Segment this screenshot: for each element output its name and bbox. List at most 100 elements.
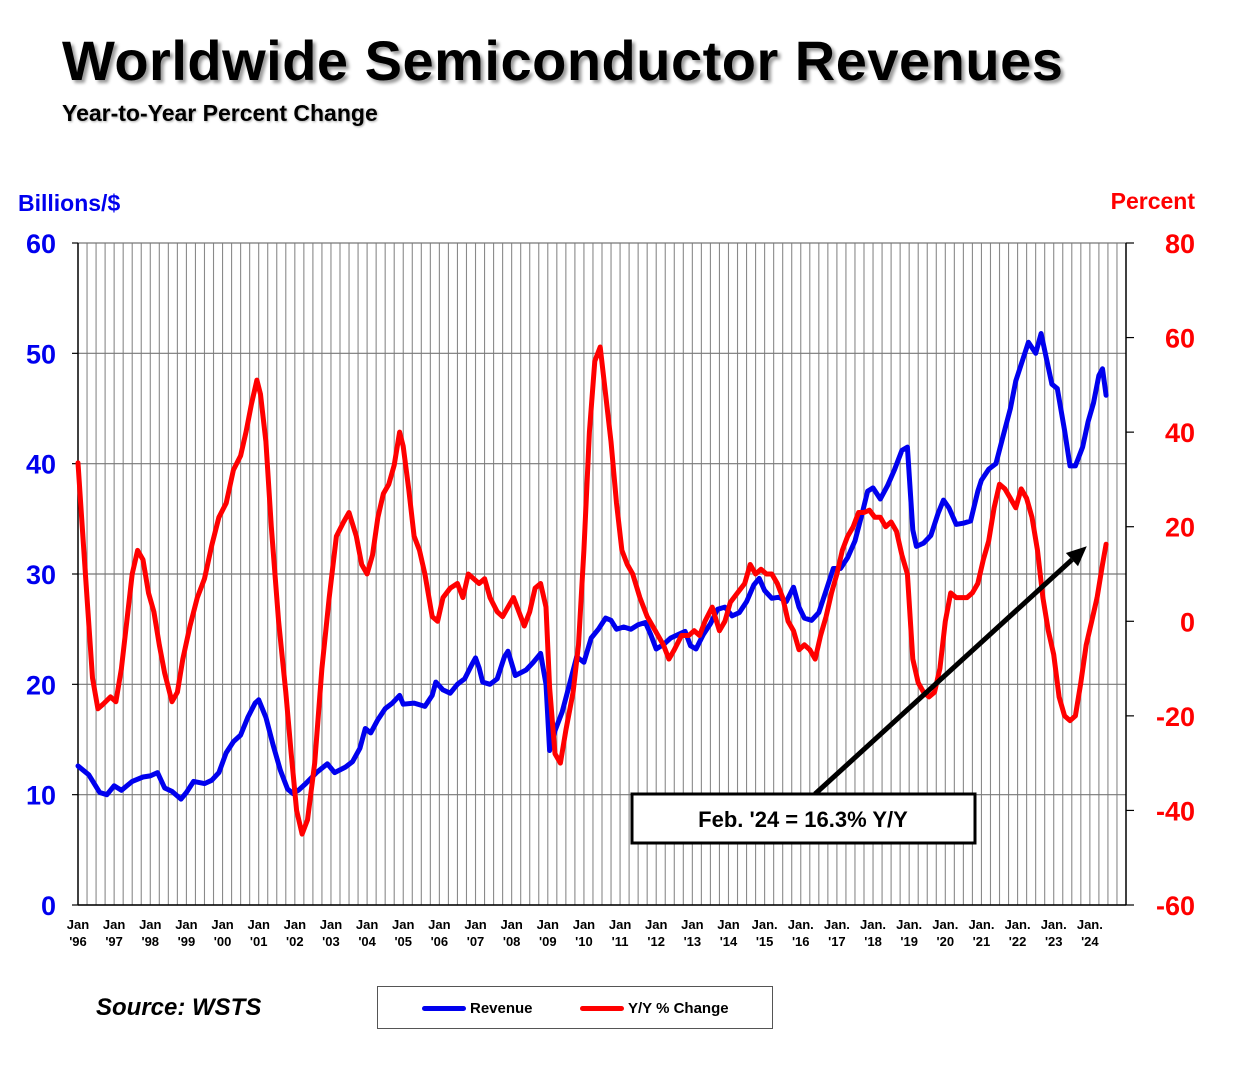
x-tick-month: Jan: [67, 917, 89, 932]
x-tick-year: '01: [250, 934, 268, 949]
x-tick-label: Jan. '15: [752, 917, 778, 949]
x-tick-year: '09: [539, 934, 557, 949]
legend-swatch-yoy: [580, 1005, 624, 1011]
x-tick-month: Jan.: [932, 917, 958, 932]
legend-label-yoy: Y/Y % Change: [628, 999, 729, 1017]
legend-item-yoy: Y/Y % Change: [580, 999, 729, 1017]
x-tick-year: '21: [973, 934, 991, 949]
x-tick-year: '99: [178, 934, 196, 949]
x-tick-month: Jan: [681, 917, 703, 932]
x-tick-month: Jan.: [824, 917, 850, 932]
x-tick-label: Jan '96: [67, 917, 89, 949]
x-tick-year: '19: [900, 934, 918, 949]
left-tick-label: 60: [26, 229, 56, 259]
x-tick-year: '06: [431, 934, 449, 949]
legend-label-revenue: Revenue: [470, 999, 533, 1017]
x-tick-label: Jan. '23: [1041, 917, 1067, 949]
source-note: Source: WSTS: [96, 994, 262, 1021]
x-tick-year: '12: [647, 934, 665, 949]
x-tick-label: Jan '02: [284, 917, 306, 949]
x-tick-year: '10: [575, 934, 593, 949]
right-tick-label: 80: [1165, 229, 1195, 259]
right-tick-label: -40: [1156, 796, 1195, 826]
x-tick-year: '04: [358, 934, 376, 949]
x-tick-label: Jan. '20: [932, 917, 958, 949]
x-tick-year: '23: [1045, 934, 1063, 949]
x-tick-label: Jan '10: [573, 917, 595, 949]
x-tick-year: '03: [322, 934, 340, 949]
x-tick-month: Jan: [428, 917, 450, 932]
left-tick-label: 40: [26, 450, 56, 480]
x-tick-year: '98: [141, 934, 159, 949]
x-tick-label: Jan '04: [356, 917, 378, 949]
x-tick-label: Jan '03: [320, 917, 342, 949]
x-tick-month: Jan.: [1041, 917, 1067, 932]
x-tick-month: Jan: [139, 917, 161, 932]
x-tick-year: '16: [792, 934, 810, 949]
x-tick-month: Jan: [211, 917, 233, 932]
x-tick-month: Jan: [500, 917, 522, 932]
series-layer: [75, 331, 1109, 837]
x-tick-month: Jan.: [968, 917, 994, 932]
x-tick-month: Jan: [392, 917, 414, 932]
x-tick-month: Jan: [537, 917, 559, 932]
x-tick-label: Jan '08: [500, 917, 522, 949]
x-tick-month: Jan: [103, 917, 125, 932]
x-tick-label: Jan. '24: [1077, 917, 1103, 949]
x-tick-label: Jan '05: [392, 917, 414, 949]
x-tick-month: Jan: [284, 917, 306, 932]
x-tick-month: Jan: [717, 917, 739, 932]
annotation-arrow-head: [1065, 546, 1087, 567]
series-line-yoy-change: [75, 344, 1109, 837]
x-tick-month: Jan.: [788, 917, 814, 932]
x-tick-year: '14: [720, 934, 738, 949]
x-tick-year: '07: [467, 934, 485, 949]
right-tick-label: 60: [1165, 324, 1195, 354]
left-tick-label: 20: [26, 670, 56, 700]
x-tick-year: '22: [1009, 934, 1027, 949]
right-tick-label: -60: [1156, 891, 1195, 921]
x-tick-year: '18: [864, 934, 882, 949]
x-tick-label: Jan '07: [464, 917, 486, 949]
x-axis-ticks: Jan '96 Jan '97 Jan '98 Jan '99 Jan '00 Jan '01 Jan '…: [67, 917, 1103, 949]
x-tick-label: Jan '12: [645, 917, 667, 949]
x-tick-label: Jan. '18: [860, 917, 886, 949]
x-tick-month: Jan: [464, 917, 486, 932]
x-tick-year: '00: [214, 934, 232, 949]
x-tick-year: '20: [937, 934, 955, 949]
x-tick-year: '11: [612, 934, 629, 949]
x-tick-year: '96: [69, 934, 87, 949]
x-tick-month: Jan.: [752, 917, 778, 932]
right-axis-label: Percent: [1111, 188, 1196, 214]
x-tick-month: Jan.: [860, 917, 886, 932]
x-tick-label: Jan '11: [609, 917, 631, 949]
left-tick-label: 10: [26, 781, 56, 811]
left-axis-label: Billions/$: [18, 190, 120, 216]
annotation-layer: Feb. '24 = 16.3% Y/Y: [630, 546, 1087, 845]
x-tick-label: Jan. '17: [824, 917, 850, 949]
x-tick-label: Jan. '19: [896, 917, 922, 949]
x-tick-year: '97: [105, 934, 123, 949]
chart-subtitle: Year-to-Year Percent Change: [62, 100, 378, 126]
x-tick-month: Jan.: [1005, 917, 1031, 932]
legend-item-revenue: Revenue: [422, 999, 533, 1017]
x-tick-month: Jan: [247, 917, 269, 932]
x-tick-year: '17: [828, 934, 846, 949]
left-axis-ticks: 0 10 20 30 40 50 60: [26, 229, 78, 921]
x-tick-year: '02: [286, 934, 304, 949]
left-tick-label: 30: [26, 560, 56, 590]
x-tick-year: '08: [503, 934, 521, 949]
annotation-text: Feb. '24 = 16.3% Y/Y: [698, 807, 908, 832]
series-line-revenue: [75, 331, 1109, 802]
annotation-box: [630, 792, 977, 845]
x-tick-label: Jan '00: [211, 917, 233, 949]
x-tick-label: Jan '99: [175, 917, 197, 949]
left-tick-label: 50: [26, 339, 56, 369]
x-tick-label: Jan. '16: [788, 917, 814, 949]
x-tick-label: Jan '09: [537, 917, 559, 949]
x-tick-label: Jan '01: [247, 917, 269, 949]
left-tick-label: 0: [41, 891, 56, 921]
right-tick-label: 0: [1180, 607, 1195, 637]
x-tick-label: Jan '06: [428, 917, 450, 949]
